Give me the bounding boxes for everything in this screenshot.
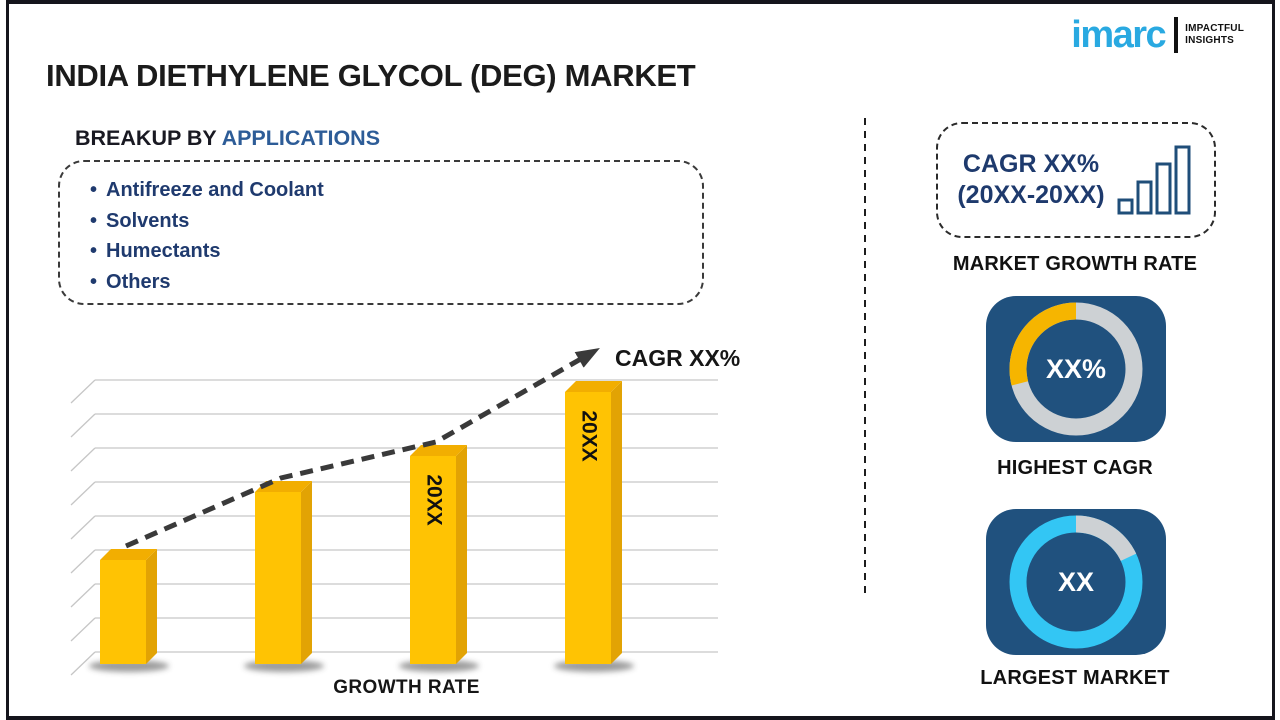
market-growth-caption: MARKET GROWTH RATE [952, 253, 1198, 275]
application-item: Humectants [90, 236, 682, 267]
bar-year-label: 20XX [578, 410, 601, 461]
growth-bars-icon [1117, 145, 1191, 215]
breakup-heading-highlight: APPLICATIONS [221, 126, 381, 150]
highest-cagr-card: XX% [986, 296, 1166, 442]
application-item: Solvents [90, 206, 682, 237]
growth-rate-bar-chart: 20XX 20XX CAGR XX% [70, 345, 740, 676]
applications-list: Antifreeze and CoolantSolventsHumectants… [58, 160, 704, 305]
bar-year-label: 20XX [423, 474, 446, 525]
chart-x-axis-label: GROWTH RATE [333, 677, 480, 698]
imarc-tagline-line2: INSIGHTS [1185, 35, 1234, 46]
largest-market-value: XX [1058, 567, 1094, 597]
imarc-logo-divider [1174, 17, 1179, 53]
cagr-value: CAGR XX% [962, 149, 1100, 178]
cagr-card-text: CAGR XX% (20XX-20XX) [957, 149, 1104, 212]
highest-cagr-arc [1009, 302, 1077, 386]
largest-market-card: XX [986, 509, 1166, 655]
cagr-period: (20XX-20XX) [957, 181, 1105, 209]
application-item: Others [90, 267, 682, 298]
imarc-logo-wordmark: imarc [1071, 14, 1166, 56]
section-divider [864, 118, 866, 598]
imarc-logo-tagline: IMPACTFUL INSIGHTS [1185, 23, 1244, 47]
highest-cagr-caption: HIGHEST CAGR [997, 457, 1153, 479]
breakup-heading-prefix: BREAKUP BY [75, 126, 222, 150]
largest-market-caption: LARGEST MARKET [980, 667, 1170, 689]
trend-cagr-label: CAGR XX% [615, 345, 740, 371]
bars: 20XX 20XX [100, 381, 622, 664]
highest-cagr-value: XX% [1046, 354, 1106, 384]
application-item: Antifreeze and Coolant [90, 175, 682, 206]
bar-shadows [89, 660, 634, 672]
cagr-trend-arrow: CAGR XX% [124, 345, 740, 549]
market-growth-card: CAGR XX% (20XX-20XX) [936, 122, 1216, 238]
largest-market-arc [1075, 515, 1137, 562]
imarc-tagline-line1: IMPACTFUL [1185, 23, 1244, 34]
breakup-heading: BREAKUP BY APPLICATIONS [75, 126, 380, 151]
page-title: INDIA DIETHYLENE GLYCOL (DEG) MARKET [46, 58, 696, 93]
imarc-logo: imarc IMPACTFUL INSIGHTS [1071, 16, 1244, 54]
